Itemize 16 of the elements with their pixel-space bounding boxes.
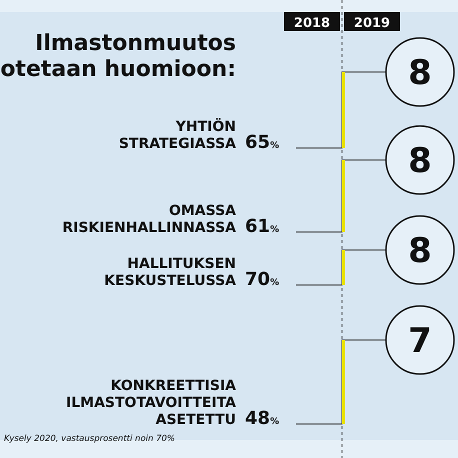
data-label: 8 bbox=[408, 53, 432, 93]
category-label: KONKREETTISIA ILMASTOTAVOITTEITA ASETETTU bbox=[66, 378, 236, 428]
text: Ilmastonmuutos otetaan huomioon: bbox=[0, 31, 236, 82]
data-label: 70% bbox=[245, 269, 280, 290]
data-label: 8 bbox=[408, 141, 432, 181]
text: Kysely 2020, vastausprosentti noin 70% bbox=[4, 434, 175, 444]
category-label: OMASSA RISKIENHALLINNASSA bbox=[62, 203, 236, 236]
data-label: 7 bbox=[408, 321, 432, 361]
data-label: 61% bbox=[245, 216, 280, 237]
category-label: YHTIÖN STRATEGIASSA bbox=[118, 118, 236, 152]
category-label: HALLITUKSEN KESKUSTELUSSA bbox=[104, 256, 236, 289]
legend-label: 2019 bbox=[354, 16, 390, 31]
text: 2018 bbox=[294, 16, 330, 31]
data-label: 8 bbox=[408, 231, 432, 271]
data-label: 65% bbox=[245, 132, 280, 153]
data-label: 48% bbox=[245, 408, 280, 429]
